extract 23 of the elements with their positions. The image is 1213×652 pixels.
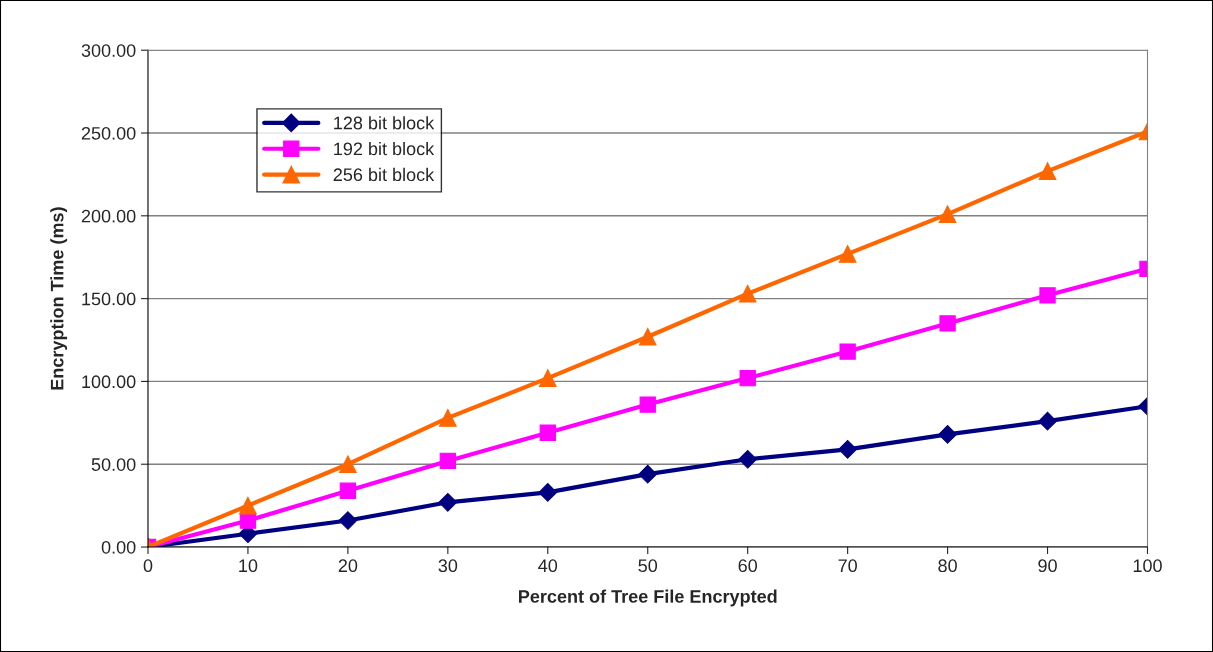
y-tick-label: 0.00 <box>101 540 136 554</box>
y-tick-label: 100.00 <box>82 375 136 389</box>
x-tick-label: 90 <box>1038 559 1057 573</box>
y-tick-label: 200.00 <box>81 209 136 223</box>
x-tick-label: 20 <box>338 559 358 573</box>
x-tick-label: 30 <box>438 559 458 573</box>
x-tick-label: 10 <box>239 559 258 573</box>
y-tick-label: 50.00 <box>91 458 136 471</box>
x-axis-title: Percent of Tree File Encrypted <box>519 589 777 607</box>
x-tick-label: 40 <box>538 559 558 573</box>
x-tick-label: 80 <box>938 559 957 573</box>
x-tick-label: 60 <box>738 559 758 573</box>
x-tick-label: 0 <box>143 559 153 573</box>
y-tick-label: 300.00 <box>81 44 136 57</box>
legend-label: 192 bit block <box>334 142 435 156</box>
y-tick-label: 250.00 <box>81 126 136 140</box>
y-tick-label: 150.00 <box>82 292 136 306</box>
x-tick-label: 50 <box>638 559 658 573</box>
legend-label: 128 bit block <box>334 116 435 130</box>
y-axis-title: Encryption Time (ms) <box>50 207 68 390</box>
x-tick-label: 100 <box>1133 559 1162 573</box>
x-tick-label: 70 <box>838 559 857 573</box>
legend-label: 256 bit block <box>333 167 435 182</box>
